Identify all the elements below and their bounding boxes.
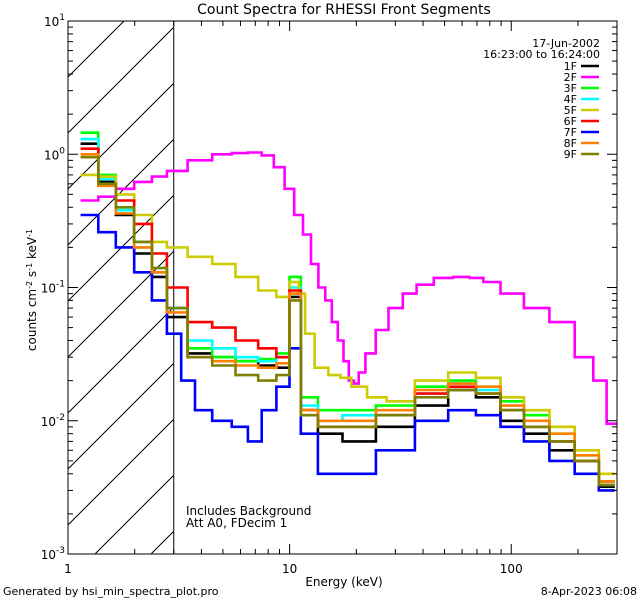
y-tick-base: 10 [44,148,59,162]
excluded-energy-region [68,21,174,554]
y-tick-base: 10 [41,415,56,429]
y-tick-label: 10-2 [41,413,65,429]
legend-label-7F: 7F [564,126,577,139]
axis-ticks [67,20,618,555]
y-axis-label: counts cm-2 s-1 keV-1 [25,229,40,351]
y-tick-label: 10-3 [41,546,65,562]
x-tick-label: 100 [500,562,523,576]
y-tick-base: 10 [41,548,56,562]
series-line-9F [80,155,615,487]
annotation-attenuator: Att A0, FDecim 1 [186,516,287,530]
legend-label-5F: 5F [564,104,577,117]
y-tick-label: 101 [44,13,65,29]
y-label-exp-1: -2 [25,281,34,289]
series-line-7F [80,213,615,492]
y-tick-exponent: -3 [56,546,65,556]
y-label-text-3: keV [25,236,39,263]
y-label-exp-3: -1 [25,229,34,237]
y-tick-exponent: -1 [56,280,65,290]
generated-by-footer: Generated by hsi_min_spectra_plot.pro [3,585,219,598]
x-tick-labels: 1 10 100 [64,562,523,576]
annotation-background: Includes Background [186,504,311,518]
x-tick-label: 10 [282,562,297,576]
observation-time-range: 16:23:00 to 16:24:00 [483,48,600,61]
y-tick-base: 10 [44,15,59,29]
legend-label-9F: 9F [564,148,577,161]
series-group [80,131,617,492]
observation-date: 17-Jun-2002 [532,37,600,50]
legend-label-1F: 1F [564,60,577,73]
y-tick-exponent: 0 [59,146,65,156]
y-tick-exponent: 1 [59,13,65,23]
y-label-text-2: s [25,271,39,281]
legend-label-4F: 4F [564,93,577,106]
timestamp-footer: 8-Apr-2023 06:08 [541,585,637,598]
legend-label-6F: 6F [564,115,577,128]
chart-title: Count Spectra for RHESSI Front Segments [197,2,491,18]
y-tick-exponent: -2 [56,413,65,423]
y-tick-label: 100 [44,146,65,162]
y-label-exp-2: -1 [25,263,34,271]
legend-label-8F: 8F [564,137,577,150]
y-tick-base: 10 [41,282,56,296]
x-tick-label: 1 [64,562,72,576]
y-label-text-1: counts cm [25,289,39,351]
x-axis-label: Energy (keV) [305,575,382,589]
legend-label-2F: 2F [564,71,577,84]
series-line-2F [80,151,617,425]
legend-label-3F: 3F [564,82,577,95]
y-tick-label: 10-1 [41,280,65,296]
